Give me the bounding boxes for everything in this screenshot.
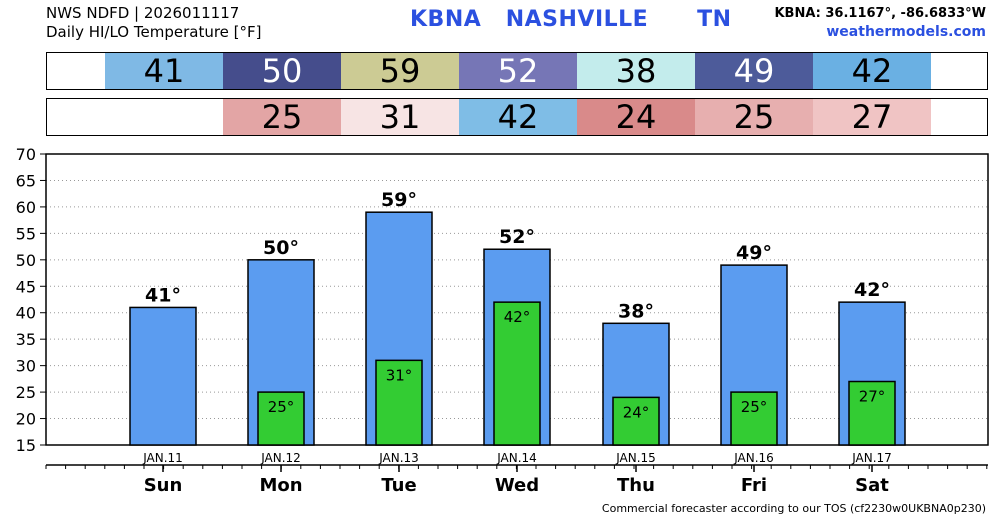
high-temp-label: 49° [736, 242, 772, 264]
date-label: JAN.14 [496, 451, 537, 465]
high-temp-label: 42° [854, 279, 890, 301]
high-temp-cell: 49 [695, 53, 813, 89]
product-name: Daily HI/LO Temperature [°F] [46, 23, 262, 41]
y-tick-label: 35 [16, 330, 36, 349]
high-temp-row: 41 50 59 52 38 49 42 [46, 52, 988, 90]
footer-note: Commercial forecaster according to our T… [601, 502, 986, 515]
high-temp-cell: 38 [577, 53, 695, 89]
y-tick-label: 55 [16, 224, 36, 243]
high-temp-label: 41° [145, 284, 181, 306]
low-temp-label: 42° [504, 308, 531, 326]
site-link[interactable]: weathermodels.com [826, 24, 986, 40]
station-title: KBNA NASHVILLE TN [410, 7, 732, 32]
low-temp-bar [730, 391, 778, 446]
y-tick-label: 15 [16, 436, 36, 455]
day-label: Thu [617, 475, 655, 496]
low-temp-cell: 25 [695, 99, 813, 135]
day-label: Mon [259, 475, 302, 496]
header-right: KBNA: 36.1167°, -86.6833°W weathermodels… [774, 4, 986, 42]
date-label: JAN.12 [260, 451, 301, 465]
low-temp-cell: 31 [341, 99, 459, 135]
high-temp-cell: 41 [105, 53, 223, 89]
day-label: Fri [741, 475, 767, 496]
header-left: NWS NDFD | 2026011117 Daily HI/LO Temper… [46, 4, 262, 42]
low-temp-bar [612, 396, 660, 446]
low-temp-bar [375, 359, 423, 446]
high-temp-label: 52° [499, 226, 535, 248]
low-temp-cell: 25 [223, 99, 341, 135]
day-label: Tue [381, 475, 416, 496]
low-temp-row: 25 31 42 24 25 27 [46, 98, 988, 136]
low-temp-cell: 24 [577, 99, 695, 135]
high-temp-label: 38° [618, 300, 654, 322]
high-temp-label: 50° [263, 237, 299, 259]
y-tick-label: 25 [16, 383, 36, 402]
low-temp-cell: 42 [459, 99, 577, 135]
date-label: JAN.15 [615, 451, 656, 465]
low-temp-bar [848, 380, 896, 446]
station-coords: KBNA: 36.1167°, -86.6833°W [774, 6, 986, 21]
high-temp-bar [129, 306, 197, 446]
date-label: JAN.17 [851, 451, 892, 465]
high-temp-cell: 50 [223, 53, 341, 89]
high-temp-cell: 42 [813, 53, 931, 89]
y-tick-label: 50 [16, 251, 36, 270]
low-temp-label: 31° [386, 366, 413, 384]
y-tick-label: 20 [16, 410, 36, 429]
day-label: Sat [855, 475, 889, 496]
date-label: JAN.13 [378, 451, 419, 465]
y-tick-label: 65 [16, 171, 36, 190]
high-temp-cell: 52 [459, 53, 577, 89]
run-info: NWS NDFD | 2026011117 [46, 4, 240, 22]
low-temp-bar [493, 301, 541, 446]
low-temp-label: 25° [741, 398, 768, 416]
low-temp-label: 24° [623, 403, 650, 421]
high-temp-cell: 59 [341, 53, 459, 89]
y-tick-label: 60 [16, 198, 36, 217]
day-label: Wed [495, 475, 539, 496]
y-tick-label: 45 [16, 277, 36, 296]
date-label: JAN.16 [733, 451, 774, 465]
day-label: Sun [144, 475, 183, 496]
y-tick-label: 70 [16, 145, 36, 164]
y-tick-label: 40 [16, 304, 36, 323]
low-temp-label: 25° [268, 398, 295, 416]
high-temp-label: 59° [381, 189, 417, 211]
low-temp-cell: 27 [813, 99, 931, 135]
y-tick-label: 30 [16, 357, 36, 376]
low-temp-bar [257, 391, 305, 446]
date-label: JAN.11 [142, 451, 183, 465]
low-temp-label: 27° [859, 388, 886, 406]
